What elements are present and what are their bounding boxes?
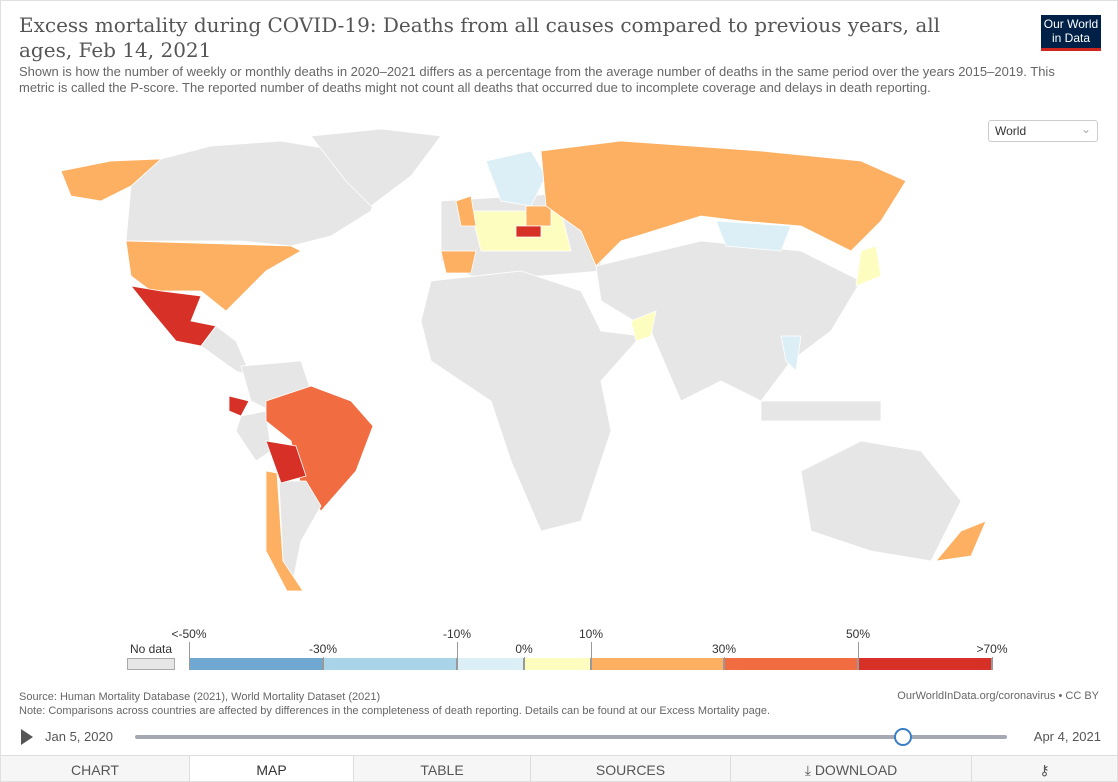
country-united-kingdom[interactable]: [455, 195, 477, 227]
tab-table[interactable]: TABLE: [354, 756, 531, 781]
legend-tick: [591, 642, 592, 670]
legend-tick: [323, 657, 324, 670]
timeline: Jan 5, 2020 Apr 4, 2021: [19, 727, 1101, 747]
country-united-states[interactable]: [125, 240, 302, 312]
play-icon[interactable]: [21, 729, 33, 745]
country-central-america[interactable]: [200, 325, 252, 377]
country-ecuador[interactable]: [228, 395, 250, 417]
legend-bin[interactable]: [724, 658, 858, 670]
country-indonesia[interactable]: [760, 400, 882, 422]
owid-logo[interactable]: Our World in Data: [1041, 15, 1101, 51]
legend-label: <-50%: [171, 627, 207, 641]
country-greenland[interactable]: [310, 128, 442, 207]
source-note: Source: Human Mortality Database (2021),…: [19, 690, 770, 718]
country-thailand[interactable]: [780, 335, 802, 372]
legend-tick: [858, 642, 859, 670]
country-spain[interactable]: [440, 250, 477, 274]
tab-map[interactable]: MAP: [190, 756, 354, 781]
country-czechia[interactable]: [515, 225, 542, 238]
world-map[interactable]: [1, 1, 1118, 626]
download-icon: ⤓: [804, 762, 815, 778]
credit-link[interactable]: OurWorldInData.org/coronavirus • CC BY: [897, 690, 1099, 702]
country-new-zealand[interactable]: [935, 520, 987, 562]
legend-label: >70%: [976, 642, 1008, 656]
region-select-value: World: [995, 124, 1027, 138]
share-icon: ⚷: [1039, 762, 1050, 778]
legend-label: 30%: [711, 642, 737, 656]
tab-sources[interactable]: SOURCES: [531, 756, 731, 781]
tab-download-label: DOWNLOAD: [814, 762, 898, 778]
legend-tick: [189, 642, 190, 670]
legend-bin[interactable]: [323, 658, 457, 670]
country-russia[interactable]: [540, 140, 907, 267]
legend-bin[interactable]: [591, 658, 724, 670]
country-scandinavia[interactable]: [485, 150, 547, 207]
legend-tick: [457, 642, 458, 670]
timeline-start: Jan 5, 2020: [45, 729, 113, 744]
legend-no-data-label: No data: [129, 642, 173, 656]
country-canada[interactable]: [125, 140, 382, 247]
legend-bin[interactable]: [457, 658, 524, 670]
timeline-end: Apr 4, 2021: [1033, 729, 1101, 744]
legend-bin[interactable]: [524, 658, 591, 670]
legend-no-data[interactable]: [127, 658, 175, 670]
tab-bar: CHART MAP TABLE SOURCES ⤓ DOWNLOAD ⚷: [1, 755, 1117, 781]
country-brazil[interactable]: [265, 385, 374, 512]
country-japan[interactable]: [855, 245, 882, 287]
country-oman[interactable]: [630, 310, 657, 342]
timeline-track[interactable]: [135, 735, 1007, 739]
legend-label: -10%: [442, 627, 472, 641]
country-bolivia[interactable]: [265, 440, 307, 484]
country-mexico[interactable]: [130, 285, 217, 347]
region-select[interactable]: World ⌄: [988, 120, 1098, 142]
legend-label: 50%: [845, 627, 871, 641]
country-africa[interactable]: [420, 270, 642, 532]
country-poland[interactable]: [525, 205, 552, 227]
share-button[interactable]: ⚷: [972, 756, 1117, 781]
legend-label: 10%: [578, 627, 604, 641]
subtitle: Shown is how the number of weekly or mon…: [19, 64, 1055, 95]
legend-bin[interactable]: [189, 658, 323, 670]
source-text: Source: Human Mortality Database (2021),…: [19, 691, 381, 703]
country-chile[interactable]: [265, 470, 304, 592]
chevron-down-icon: ⌄: [1080, 122, 1091, 136]
timeline-handle[interactable]: [894, 728, 913, 746]
page-title: Excess mortality during COVID-19: Deaths…: [19, 13, 941, 62]
country-mongolia[interactable]: [715, 220, 792, 252]
legend-tick: [992, 657, 993, 670]
legend-bin[interactable]: [858, 658, 992, 670]
country-alaska[interactable]: [60, 158, 163, 202]
legend-tick: [524, 657, 525, 670]
tab-download[interactable]: ⤓ DOWNLOAD: [731, 756, 972, 781]
country-peru[interactable]: [235, 410, 272, 462]
legend-label: -30%: [308, 642, 338, 656]
legend-label: 0%: [515, 642, 533, 656]
note-text: Note: Comparisons across countries are a…: [19, 705, 771, 717]
country-australia[interactable]: [800, 440, 962, 562]
legend-tick: [724, 657, 725, 670]
tab-chart[interactable]: CHART: [1, 756, 190, 781]
